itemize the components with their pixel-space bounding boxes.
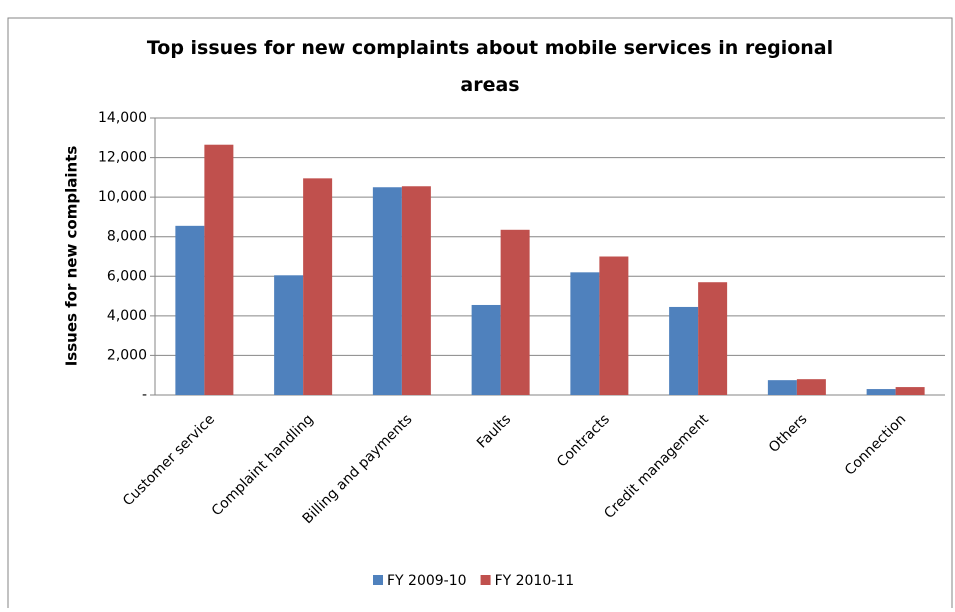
bar — [570, 272, 600, 395]
legend-label: FY 2009-10 — [387, 573, 467, 589]
legend-swatch — [480, 575, 491, 585]
y-axis-label: Issues for new complaints — [63, 146, 81, 367]
bar — [796, 379, 826, 395]
bar — [372, 187, 402, 395]
y-tick-label: 2,000 — [107, 347, 147, 363]
bar — [401, 186, 431, 395]
legend-label: FY 2010-11 — [495, 573, 575, 589]
y-tick-label: 8,000 — [107, 229, 147, 245]
bar — [204, 144, 234, 395]
bar — [767, 380, 797, 395]
bar — [471, 304, 501, 395]
bar — [669, 306, 699, 395]
y-tick-label: 6,000 — [107, 268, 147, 284]
bar — [698, 282, 728, 395]
y-tick-label: 14,000 — [98, 110, 147, 126]
bar — [895, 387, 925, 395]
legend-swatch — [373, 575, 383, 585]
bar — [866, 389, 896, 395]
y-tick-label: - — [142, 387, 147, 403]
bar — [599, 256, 629, 395]
y-tick-label: 10,000 — [98, 189, 147, 205]
y-tick-label: 4,000 — [107, 308, 147, 324]
bar — [175, 225, 205, 395]
bar — [274, 275, 304, 395]
chart-title: Top issues for new complaints about mobi… — [147, 37, 833, 96]
y-tick-label: 12,000 — [98, 150, 147, 166]
bar — [303, 178, 333, 395]
bar — [500, 229, 530, 395]
